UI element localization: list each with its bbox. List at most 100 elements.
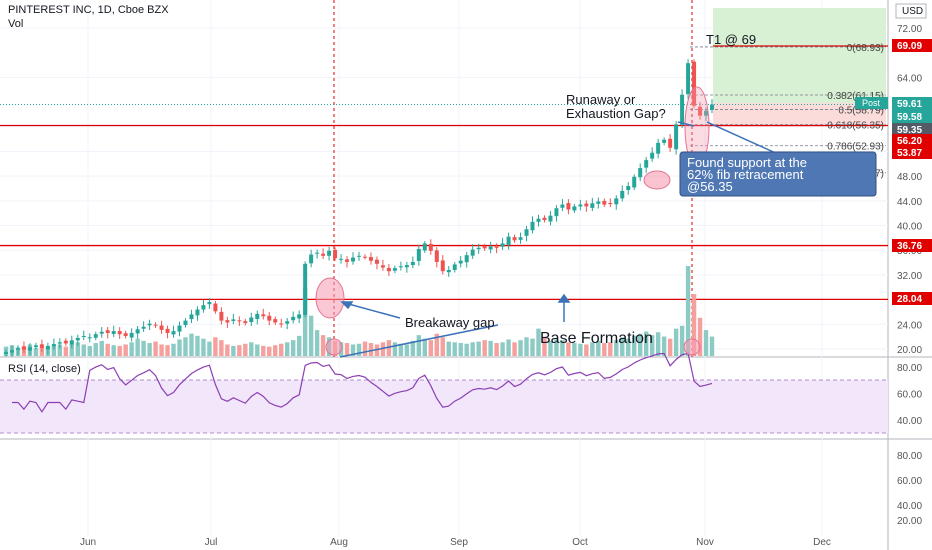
volume-bar: [428, 340, 433, 356]
candle-body: [243, 321, 248, 324]
currency-badge[interactable]: USD: [902, 6, 923, 17]
target-zone: [713, 8, 886, 103]
volume-bar: [548, 340, 553, 356]
candle-body: [237, 320, 242, 322]
candle-body: [704, 110, 709, 116]
candle-body: [117, 331, 122, 335]
volume-bar: [560, 340, 565, 356]
support-callout-line-1: Found support at the: [687, 155, 807, 170]
candle-body: [416, 248, 421, 261]
candle-body: [159, 325, 164, 330]
candle-body: [129, 332, 134, 338]
volume-bar: [279, 343, 284, 356]
candle-body: [219, 311, 224, 321]
volume-bar: [518, 340, 523, 356]
volume-bars: [3, 266, 715, 356]
symbol-title: PINTEREST INC, 1D, Cboe BZX: [8, 4, 169, 16]
volume-bar: [655, 332, 661, 356]
candle-body: [87, 337, 92, 339]
volume-bar: [590, 342, 595, 356]
svg-text:56.20: 56.20: [897, 136, 922, 147]
volume-bar: [177, 339, 182, 356]
volume-bar: [362, 341, 368, 356]
volume-bar: [225, 344, 230, 356]
volume-bar: [392, 342, 398, 356]
volume-bar: [368, 343, 374, 356]
candle-body: [668, 138, 673, 148]
price-tag-gap-level: 53.87: [892, 146, 932, 159]
volume-bar: [673, 328, 679, 356]
rsi-label: RSI (14, close): [8, 363, 81, 375]
volume-bar: [614, 340, 619, 356]
candle-body: [368, 257, 373, 261]
rsi-axis: 80.00 60.00 40.00: [897, 363, 922, 427]
volume-bar: [506, 339, 511, 356]
candle-body: [572, 206, 577, 211]
volume-bar: [350, 344, 356, 356]
candle-body: [650, 152, 655, 159]
candle-body: [255, 313, 260, 319]
candle-body: [75, 337, 80, 341]
candle-body: [632, 176, 637, 188]
volume-bar: [638, 333, 643, 356]
rsi-tick-label: 40.00: [897, 416, 922, 427]
volume-bar: [165, 345, 170, 356]
volume-bar: [440, 337, 445, 356]
price-tag-low-last: 59.35: [892, 123, 932, 136]
candle-body: [560, 204, 565, 208]
empty-pane-tick-label: 40.00: [897, 501, 922, 512]
exhaustion-annotation: Exhaustion Gap?: [566, 106, 666, 121]
volume-bar: [189, 333, 194, 356]
volume-bar: [572, 343, 577, 356]
volume-bar: [87, 345, 92, 356]
candle-body: [153, 324, 158, 326]
price-axis[interactable]: 20.0024.0028.0032.0036.0040.0044.0048.00…: [897, 24, 922, 356]
candle-body: [476, 247, 481, 250]
volume-bar: [386, 340, 392, 356]
volume-bar: [231, 345, 236, 356]
currency-badge-box[interactable]: [895, 3, 927, 19]
volume-bar: [93, 343, 98, 356]
base-up-arrowhead: [557, 293, 571, 303]
candle-body: [99, 331, 104, 334]
breakaway-annotation: Breakaway gap: [405, 315, 495, 330]
candle-body: [482, 246, 487, 249]
volume-label: Vol: [8, 18, 24, 30]
support-callout-line-3: @56.35: [687, 179, 733, 194]
candle-body: [548, 215, 553, 222]
volume-bar: [147, 343, 152, 356]
candle-body: [698, 106, 703, 116]
time-tick-label: Jun: [80, 537, 96, 548]
volume-bar: [141, 340, 146, 356]
volume-bar: [446, 341, 451, 356]
time-tick-label: Aug: [330, 537, 348, 548]
candle-body: [410, 261, 415, 266]
candle-body: [9, 350, 14, 353]
breakaway-arrow: [344, 302, 401, 319]
candle-body: [530, 221, 535, 231]
candle-body: [566, 203, 571, 210]
candle-body: [33, 345, 38, 348]
candle-body: [578, 204, 583, 207]
volume-bar: [195, 335, 200, 356]
candle-body: [638, 168, 643, 178]
svg-text:59.58: 59.58: [897, 112, 922, 123]
candles: [4, 59, 714, 357]
candle-body: [614, 198, 619, 205]
volume-bar: [452, 342, 457, 356]
time-axis[interactable]: Jun Jul Aug Sep Oct Nov Dec: [80, 537, 831, 548]
volume-bar: [482, 340, 487, 356]
candle-body: [351, 257, 356, 262]
svg-text:36.76: 36.76: [897, 241, 922, 252]
volume-bar: [356, 343, 362, 356]
candle-body: [171, 331, 176, 335]
empty-pane-tick-label: 20.00: [897, 516, 922, 527]
candle-body: [51, 344, 56, 347]
candle-body: [15, 348, 20, 350]
breakaway-arrowhead: [340, 301, 354, 310]
price-tag-resistance: 36.76: [892, 239, 932, 252]
vol-spike-marker-aug: [325, 338, 343, 356]
volume-bar: [464, 343, 469, 356]
price-tick-label: 48.00: [897, 172, 922, 183]
fib-label: 0.5(58.79): [838, 106, 884, 117]
